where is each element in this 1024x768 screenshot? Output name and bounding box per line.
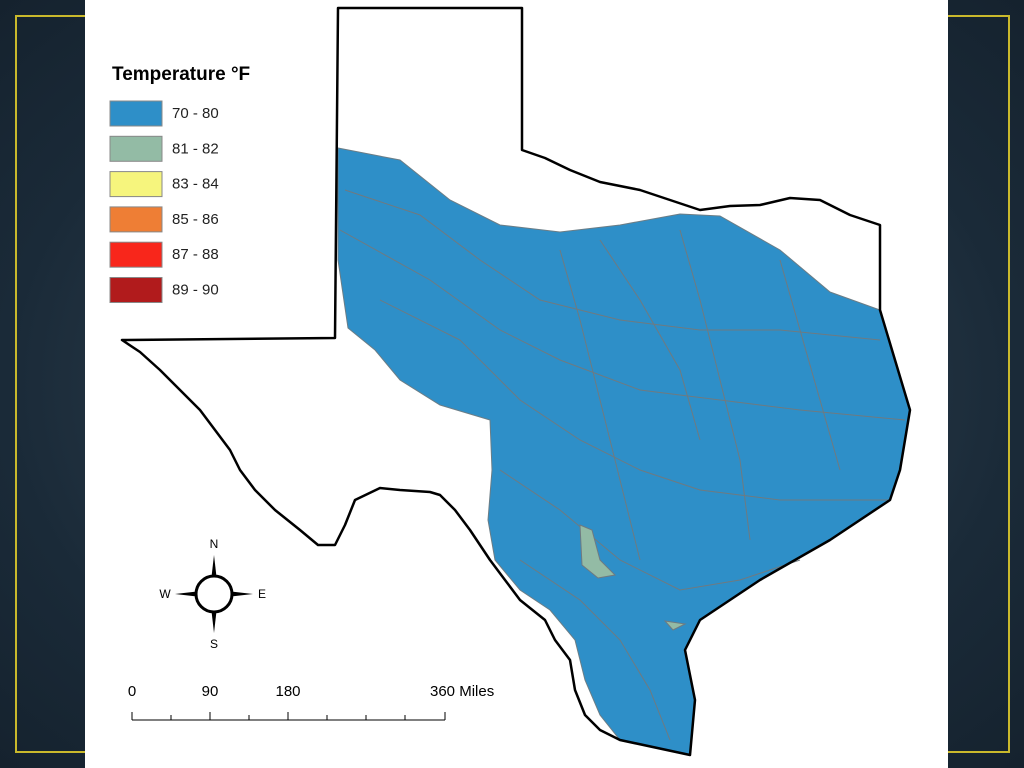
legend-swatch	[109, 241, 163, 268]
legend-label: 89 - 90	[172, 281, 219, 298]
texas-outline	[120, 6, 912, 757]
legend-swatch	[109, 100, 163, 127]
legend-label: 87 - 88	[172, 246, 219, 263]
scale-label: 0	[128, 683, 136, 700]
compass-label: E	[258, 587, 266, 601]
compass-label: W	[159, 587, 171, 601]
compass-label: N	[210, 537, 219, 551]
legend-label: 70 - 80	[172, 105, 219, 122]
compass-label: S	[210, 637, 218, 651]
legend-label: 81 - 82	[172, 140, 219, 157]
legend-label: 85 - 86	[172, 211, 219, 228]
legend-label: 83 - 84	[172, 176, 219, 193]
compass: N S E W	[159, 537, 266, 651]
legend-swatch	[109, 171, 163, 198]
scale-bar: 0 90 180 360 Miles	[128, 683, 494, 721]
legend-title: Temperature °F	[112, 64, 250, 85]
legend-swatch	[109, 277, 163, 303]
legend: Temperature °F 70 - 80 81 - 82 83 - 84 85 -…	[109, 64, 250, 303]
scale-label: 360 Miles	[430, 683, 494, 700]
legend-swatch	[109, 206, 163, 233]
scale-label: 180	[275, 683, 300, 700]
region-81-82	[579, 524, 617, 579]
scale-label: 90	[202, 683, 219, 700]
legend-swatch	[109, 135, 163, 162]
watershed-lines	[339, 189, 906, 741]
region-81-82	[663, 620, 687, 631]
